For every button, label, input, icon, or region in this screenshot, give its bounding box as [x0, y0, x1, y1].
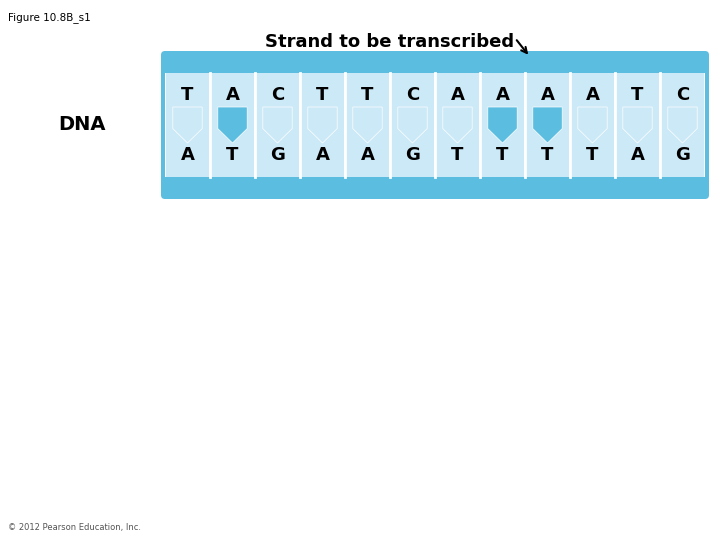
Text: T: T — [496, 146, 509, 164]
Bar — [211, 145, 254, 177]
Bar — [571, 145, 614, 177]
Polygon shape — [668, 107, 697, 143]
Bar — [661, 73, 704, 145]
Text: G: G — [405, 146, 420, 164]
Bar — [256, 73, 299, 145]
Bar — [391, 145, 434, 177]
Bar — [481, 145, 524, 177]
Bar — [436, 145, 479, 177]
Bar — [616, 145, 659, 177]
Bar — [661, 145, 704, 177]
Polygon shape — [308, 107, 337, 143]
Polygon shape — [443, 107, 472, 143]
Polygon shape — [173, 107, 202, 143]
Text: T: T — [181, 86, 194, 104]
Bar — [616, 73, 659, 145]
Text: DNA: DNA — [58, 116, 106, 134]
Polygon shape — [218, 107, 247, 143]
Bar — [301, 73, 344, 145]
Text: Figure 10.8B_s1: Figure 10.8B_s1 — [8, 12, 91, 23]
Text: A: A — [315, 146, 330, 164]
Text: T: T — [451, 146, 464, 164]
Bar — [301, 145, 344, 177]
Bar — [256, 145, 299, 177]
Text: © 2012 Pearson Education, Inc.: © 2012 Pearson Education, Inc. — [8, 523, 141, 532]
Bar — [165, 73, 705, 177]
Polygon shape — [577, 107, 607, 143]
Text: T: T — [226, 146, 239, 164]
Bar — [391, 73, 434, 145]
Polygon shape — [353, 107, 382, 143]
Polygon shape — [533, 107, 562, 143]
Text: A: A — [181, 146, 194, 164]
Text: A: A — [495, 86, 510, 104]
Text: T: T — [316, 86, 329, 104]
Text: A: A — [631, 146, 644, 164]
Text: A: A — [451, 86, 464, 104]
Bar — [481, 73, 524, 145]
Polygon shape — [623, 107, 652, 143]
Bar — [166, 73, 209, 145]
Text: A: A — [541, 86, 554, 104]
Bar — [166, 145, 209, 177]
Text: T: T — [631, 86, 644, 104]
Text: T: T — [541, 146, 554, 164]
Text: A: A — [361, 146, 374, 164]
Bar — [571, 73, 614, 145]
Text: G: G — [270, 146, 285, 164]
Bar — [526, 145, 569, 177]
Polygon shape — [397, 107, 427, 143]
Polygon shape — [263, 107, 292, 143]
Text: Strand to be transcribed: Strand to be transcribed — [266, 33, 515, 51]
Text: T: T — [586, 146, 599, 164]
Text: G: G — [675, 146, 690, 164]
Text: C: C — [406, 86, 419, 104]
Polygon shape — [488, 107, 517, 143]
Bar — [526, 73, 569, 145]
Text: A: A — [585, 86, 600, 104]
Text: C: C — [271, 86, 284, 104]
FancyBboxPatch shape — [161, 51, 709, 199]
Text: T: T — [361, 86, 374, 104]
Bar — [346, 73, 389, 145]
Bar — [346, 145, 389, 177]
Bar — [211, 73, 254, 145]
Text: C: C — [676, 86, 689, 104]
Text: A: A — [225, 86, 240, 104]
Bar — [436, 73, 479, 145]
